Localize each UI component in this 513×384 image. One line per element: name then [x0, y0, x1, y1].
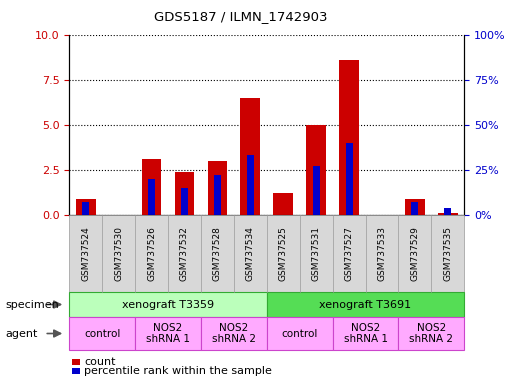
Bar — [273, 194, 293, 215]
Text: GSM737529: GSM737529 — [410, 226, 420, 281]
Bar — [346, 143, 352, 215]
Bar — [148, 179, 155, 215]
Text: NOS2
shRNA 1: NOS2 shRNA 1 — [344, 323, 387, 344]
Bar — [411, 202, 418, 215]
Text: agent: agent — [5, 328, 37, 339]
Text: NOS2
shRNA 1: NOS2 shRNA 1 — [146, 323, 190, 344]
Text: GSM737524: GSM737524 — [81, 226, 90, 281]
Text: GSM737527: GSM737527 — [345, 226, 353, 281]
Bar — [241, 98, 260, 215]
Text: percentile rank within the sample: percentile rank within the sample — [84, 366, 272, 376]
Text: GSM737526: GSM737526 — [147, 226, 156, 281]
Text: GSM737528: GSM737528 — [213, 226, 222, 281]
Text: GSM737531: GSM737531 — [311, 226, 321, 281]
Bar — [181, 188, 188, 215]
Text: control: control — [84, 328, 121, 339]
Bar — [444, 208, 451, 215]
Text: xenograft T3691: xenograft T3691 — [320, 300, 411, 310]
Bar — [339, 60, 359, 215]
Text: NOS2
shRNA 2: NOS2 shRNA 2 — [409, 323, 453, 344]
Text: GSM737525: GSM737525 — [279, 226, 288, 281]
Bar — [438, 213, 458, 215]
Bar — [142, 159, 162, 215]
Text: NOS2
shRNA 2: NOS2 shRNA 2 — [212, 323, 256, 344]
Text: GSM737534: GSM737534 — [246, 226, 255, 281]
Text: GSM737533: GSM737533 — [378, 226, 386, 281]
Text: GDS5187 / ILMN_1742903: GDS5187 / ILMN_1742903 — [154, 10, 328, 23]
Text: control: control — [282, 328, 318, 339]
Bar — [313, 166, 320, 215]
Text: count: count — [84, 357, 115, 367]
Text: xenograft T3359: xenograft T3359 — [122, 300, 214, 310]
Text: GSM737532: GSM737532 — [180, 226, 189, 281]
Bar — [76, 199, 95, 215]
Bar — [214, 175, 221, 215]
Bar — [306, 125, 326, 215]
Bar — [207, 161, 227, 215]
Bar — [82, 202, 89, 215]
Bar — [247, 156, 254, 215]
Bar — [405, 199, 425, 215]
Bar — [174, 172, 194, 215]
Text: GSM737530: GSM737530 — [114, 226, 123, 281]
Text: specimen: specimen — [5, 300, 59, 310]
Text: GSM737535: GSM737535 — [443, 226, 452, 281]
